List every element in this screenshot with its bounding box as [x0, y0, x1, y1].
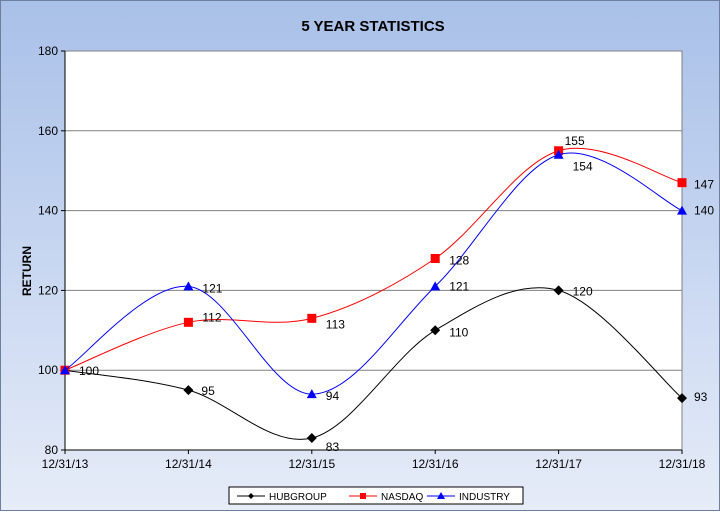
- data-label: 140: [694, 204, 714, 218]
- y-tick-label: 80: [45, 443, 59, 457]
- data-point: [183, 385, 194, 396]
- data-point: [430, 253, 440, 263]
- x-tick-label: 12/31/13: [42, 457, 89, 471]
- y-tick-label: 180: [38, 44, 58, 58]
- x-tick-label: 12/31/17: [535, 457, 582, 471]
- y-axis-ticks: 80 100 120 140 160 180: [38, 44, 682, 457]
- data-point: [60, 365, 70, 375]
- y-tick-label: 140: [38, 204, 58, 218]
- data-point: [430, 325, 441, 336]
- data-label: 113: [326, 317, 345, 331]
- data-label: 95: [201, 384, 215, 398]
- data-label: 112: [202, 310, 221, 324]
- x-tick-label: 12/31/16: [412, 457, 459, 471]
- data-point: [183, 317, 193, 327]
- data-labels: 100 95 83 110 120 93 112 113 128 155 147 121 94 121 15…: [79, 134, 714, 454]
- legend-entry: NASDAQ: [349, 492, 423, 503]
- data-label: 120: [573, 284, 593, 298]
- x-tick-label: 12/31/14: [165, 457, 212, 471]
- legend-label: HUBGROUP: [269, 492, 327, 503]
- data-label: 121: [202, 281, 222, 295]
- x-tick-label: 12/31/15: [288, 457, 335, 471]
- x-tick-label: 12/31/18: [659, 457, 706, 471]
- data-point: [553, 285, 564, 296]
- x-axis-ticks: 12/31/13 12/31/14 12/31/15 12/31/16 12/31/17…: [42, 450, 706, 471]
- legend-marker: [248, 493, 254, 499]
- legend-entry: HUBGROUP: [237, 492, 327, 503]
- data-point: [307, 313, 317, 323]
- data-label: 121: [449, 279, 469, 293]
- data-label: 154: [573, 160, 593, 174]
- chart-title: 5 YEAR STATISTICS: [301, 18, 444, 35]
- legend-marker: [360, 493, 366, 499]
- series-line: [64, 147, 683, 371]
- legend-label: NASDAQ: [381, 492, 423, 503]
- gridlines: [65, 130, 682, 371]
- data-label: 110: [449, 325, 468, 339]
- legend-entry: INDUSTRY: [427, 492, 510, 503]
- data-point: [430, 281, 441, 291]
- data-point: [677, 178, 687, 188]
- data-label: 94: [326, 389, 340, 403]
- data-label: 100: [79, 364, 99, 378]
- data-label: 128: [449, 253, 469, 267]
- y-tick-label: 100: [38, 363, 58, 377]
- plot-area: [64, 50, 683, 451]
- series-line: [64, 287, 683, 440]
- series-line: [64, 152, 683, 395]
- data-label: 155: [565, 134, 585, 148]
- series-group: [60, 146, 687, 444]
- y-axis-title: RETURN: [20, 246, 34, 296]
- data-label: 93: [694, 390, 708, 404]
- data-point: [183, 281, 194, 291]
- legend: HUBGROUP NASDAQ INDUSTRY: [228, 486, 524, 505]
- data-point: [553, 149, 564, 159]
- y-tick-label: 120: [38, 283, 58, 297]
- data-label: 147: [694, 178, 714, 192]
- data-point: [677, 393, 687, 404]
- y-tick-label: 160: [38, 124, 58, 138]
- data-point: [306, 389, 317, 399]
- data-point: [677, 205, 687, 215]
- data-point: [306, 433, 317, 444]
- legend-marker: [437, 492, 445, 499]
- series-industry: [60, 149, 687, 399]
- data-label: 83: [326, 440, 340, 454]
- legend-label: INDUSTRY: [459, 492, 510, 503]
